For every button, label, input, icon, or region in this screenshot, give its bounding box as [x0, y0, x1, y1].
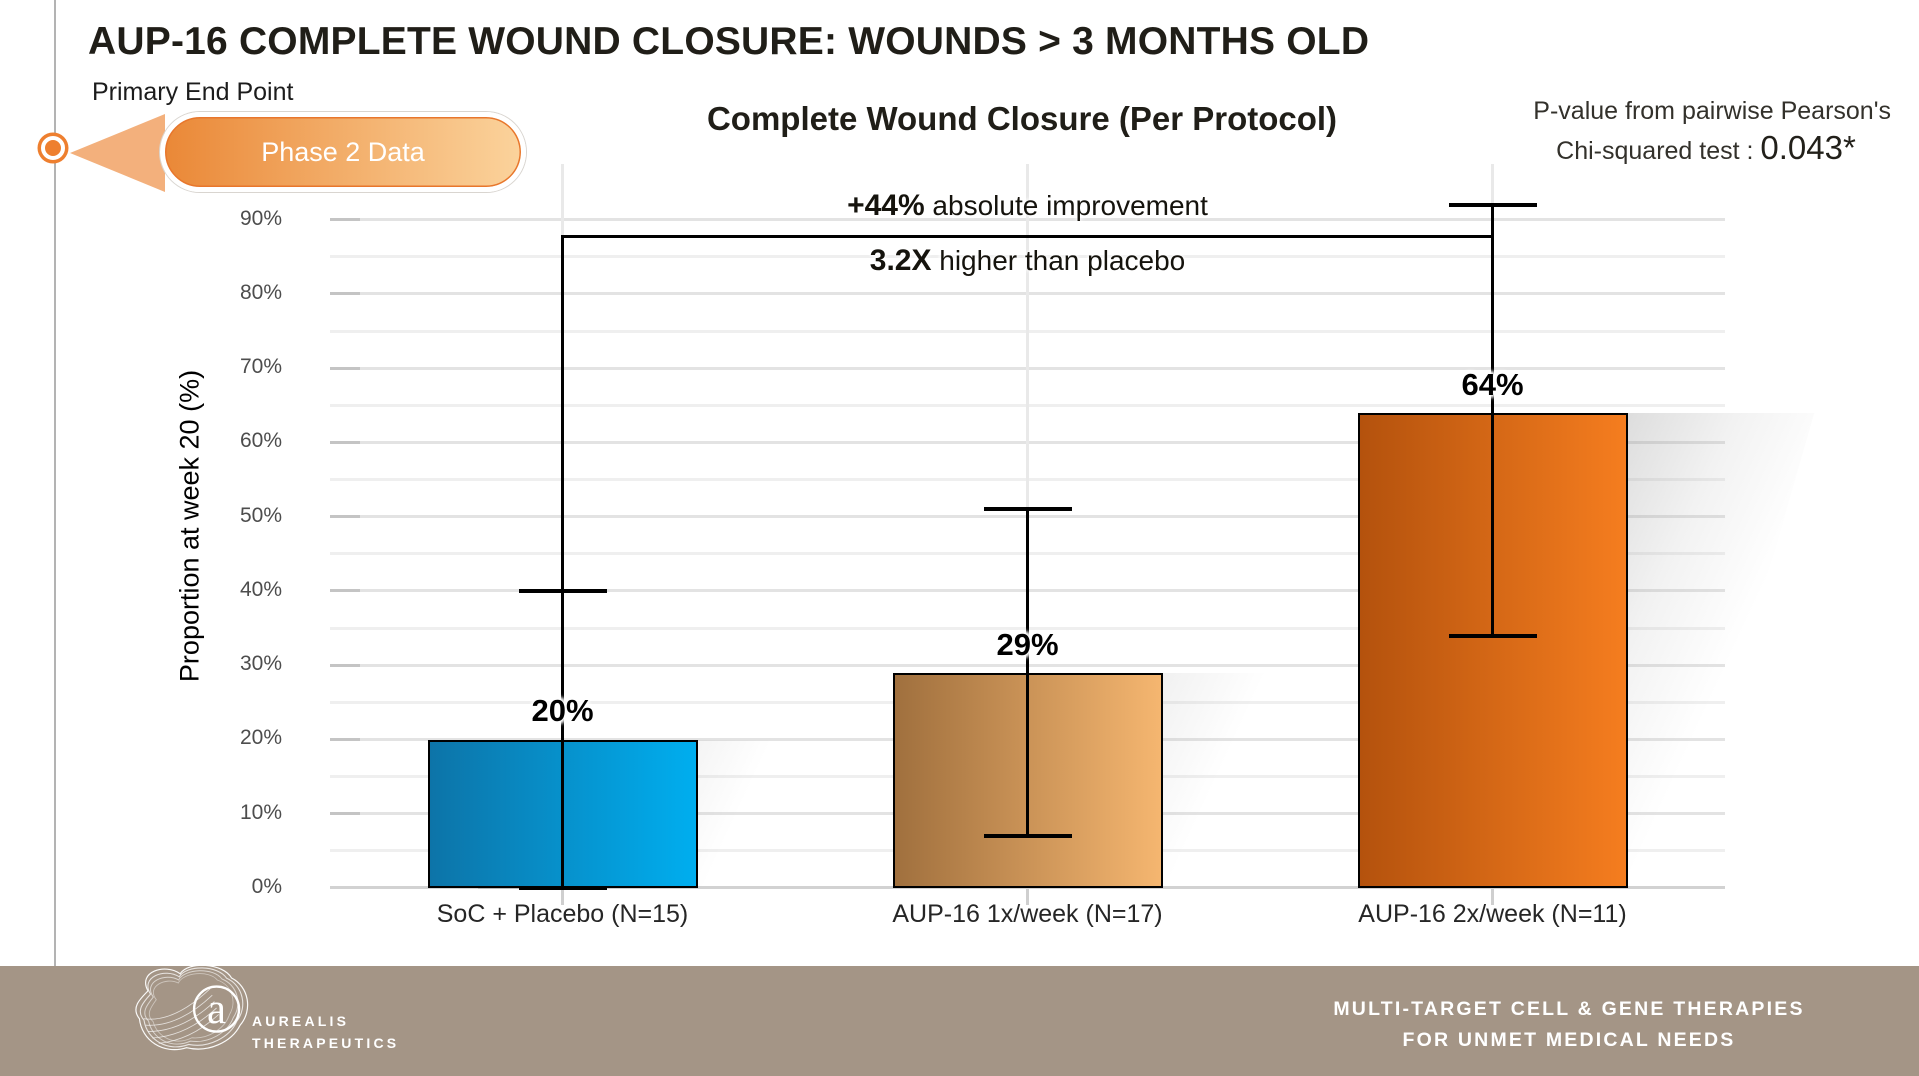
y-tick-label: 0% [251, 875, 282, 898]
slide-subtitle: Primary End Point [92, 78, 294, 106]
callout-anchor-dot-icon [41, 136, 65, 160]
y-tick-mark [330, 440, 360, 444]
bracket-line [562, 234, 1493, 239]
footer-company-name: AUREALIS THERAPEUTICS [252, 1013, 400, 1051]
y-tick-label: 90% [239, 206, 282, 230]
x-axis-label: AUP-16 1x/week (N=17) [892, 900, 1163, 928]
y-tick-label: 20% [239, 726, 282, 750]
x-axis-label: AUP-16 2x/week (N=11) [1358, 900, 1627, 928]
pvalue-value: 0.043* [1760, 129, 1856, 166]
chart-title: Complete Wound Closure (Per Protocol) [706, 100, 1338, 137]
x-axis-label: SoC + Placebo (N=15) [436, 900, 689, 928]
bar-value-label: 64% [1461, 366, 1524, 402]
x-tick-mark [561, 888, 564, 905]
y-tick-mark [330, 218, 360, 222]
y-tick-label: 80% [239, 280, 282, 304]
y-tick-mark [330, 737, 360, 741]
phase-badge: Phase 2 Data [160, 112, 526, 192]
footer-tagline: MULTI-TARGET CELL & GENE THERAPIES FOR U… [1333, 998, 1805, 1051]
slide-title: AUP-16 COMPLETE WOUND CLOSURE: WOUNDS > … [88, 20, 1370, 63]
footer: a AUREALIS THERAPEUTICS MULTI-TARGET CEL… [0, 964, 1919, 1076]
y-tick-mark [330, 812, 360, 816]
pvalue-note: P-value from pairwise Pearson's Chi-squa… [1411, 94, 1891, 168]
annotation-line2: 3.2X higher than placebo [869, 243, 1186, 277]
error-bar-cap-bottom [1448, 633, 1537, 638]
y-tick-mark [330, 515, 360, 519]
pvalue-line2: Chi-squared test : 0.043* [1556, 129, 1856, 166]
y-axis-tick-labels: 0% 10% 20% 30% 40% 50% 60% 70% 80% 90% [0, 164, 330, 898]
aurealis-logo-icon: a [135, 964, 249, 1051]
error-bar-line [560, 590, 565, 888]
bar-value-label: 29% [996, 626, 1059, 662]
error-bar-cap-bottom [983, 834, 1072, 839]
pvalue-line1: P-value from pairwise Pearson's [1533, 97, 1891, 125]
x-axis-labels: SoC + Placebo (N=15) AUP-16 1x/week (N=17… [330, 900, 1725, 940]
error-bar-line [1025, 509, 1030, 836]
error-bar-cap-bottom [518, 886, 607, 890]
bar-value-label: 20% [531, 693, 594, 729]
left-accent-rule [54, 0, 56, 966]
x-tick-mark [1491, 888, 1494, 905]
y-tick-label: 30% [239, 652, 282, 676]
annotation-line1: +44% absolute improvement [847, 188, 1208, 222]
error-bar-cap-top [1448, 202, 1537, 207]
y-tick-label: 60% [239, 429, 282, 453]
bracket-drop [560, 234, 565, 591]
plot-area: +44% absolute improvement 3.2X higher th… [330, 164, 1814, 905]
y-tick-mark [330, 292, 360, 296]
error-bar-cap-top [983, 507, 1072, 512]
error-bar-cap-top [518, 588, 607, 593]
error-bar-line [1490, 204, 1495, 636]
y-tick-mark [330, 589, 360, 593]
x-tick-mark [1026, 888, 1029, 905]
y-tick-mark [330, 366, 360, 370]
svg-text:a: a [207, 986, 226, 1033]
y-tick-label: 70% [239, 355, 282, 379]
y-tick-label: 40% [239, 577, 282, 601]
y-tick-mark [330, 663, 360, 667]
y-tick-label: 10% [239, 800, 282, 824]
y-tick-label: 50% [239, 503, 282, 527]
